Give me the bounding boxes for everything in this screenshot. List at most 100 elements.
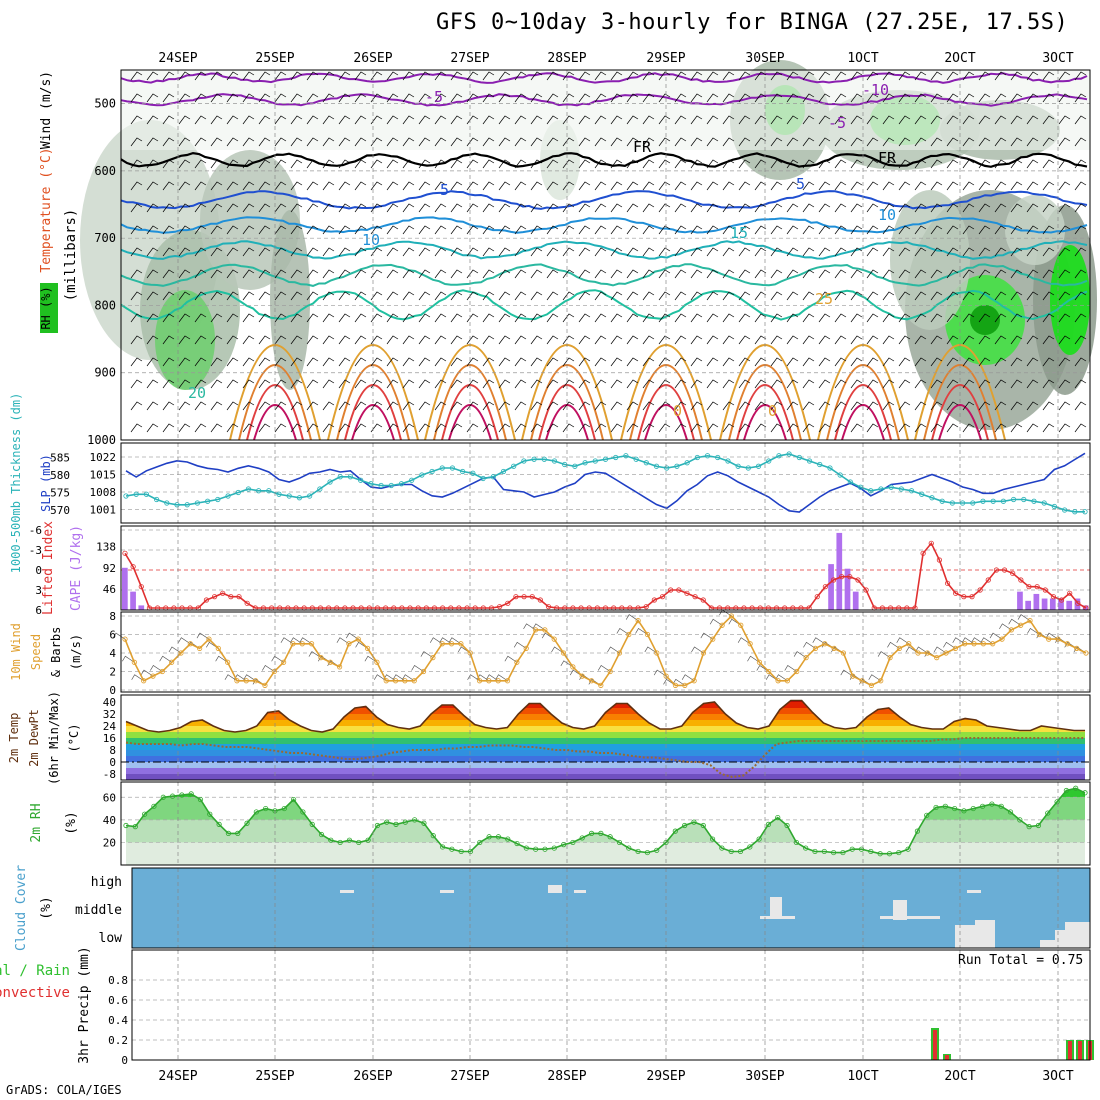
- contour-label: -5: [425, 88, 443, 106]
- date-label-top: 3OCT: [1042, 51, 1073, 66]
- p4-unit-label: (m/s): [69, 634, 83, 670]
- cloud-block: [340, 890, 354, 893]
- temp-band: [121, 750, 1090, 756]
- p8-tick: 0: [121, 1054, 128, 1067]
- date-label-bottom: 2OCT: [944, 1069, 975, 1084]
- cloud-block: [574, 890, 586, 893]
- cape-bar: [1034, 594, 1040, 610]
- p2-left-tick: 580: [50, 469, 70, 482]
- cloud-level-label: high: [91, 875, 122, 890]
- cloud-block: [967, 890, 981, 893]
- cloud-block: [975, 920, 995, 948]
- contour-label: 20: [188, 384, 206, 402]
- date-label-bottom: 25SEP: [255, 1069, 294, 1084]
- panel-frame: [121, 443, 1090, 523]
- temp-band: [121, 702, 1090, 708]
- cloud-block: [548, 885, 562, 893]
- p3-right-tick: 138: [96, 541, 116, 554]
- p2-right-tick: 1022: [90, 451, 117, 464]
- precip-convective-bar: [933, 1030, 937, 1060]
- p1-tick-label: 600: [94, 164, 116, 178]
- contour-label: 10: [362, 231, 380, 249]
- cloud-bg: [132, 868, 1090, 948]
- p1-wind-label: Wind (m/s): [39, 71, 54, 149]
- rh-shading: [970, 305, 1000, 335]
- date-label-bottom: 26SEP: [353, 1069, 392, 1084]
- cloud-block: [880, 916, 940, 919]
- contour-label: 5: [440, 181, 449, 199]
- cape-bar: [845, 569, 851, 610]
- date-label-bottom: 1OCT: [847, 1069, 878, 1084]
- p3-left-tick: -6: [29, 524, 42, 537]
- slp-panel: [121, 452, 1090, 514]
- p6-unit-label: (%): [64, 811, 79, 834]
- p4-barbs-label: & Barbs: [49, 627, 63, 678]
- precip-convective-bar: [945, 1055, 949, 1060]
- date-label-bottom: 24SEP: [158, 1069, 197, 1084]
- date-label-top: 30SEP: [745, 51, 784, 66]
- contour-label: 0: [768, 402, 777, 420]
- temp-band: [121, 756, 1090, 762]
- contour-label: -5: [828, 114, 846, 132]
- p3-li-label: Lifted Index: [41, 521, 56, 615]
- precip-convective-bar: [1078, 1041, 1082, 1060]
- precip-panel: [132, 980, 1094, 1060]
- p1-ylabel: (millibars): [63, 209, 79, 302]
- temp-bands: [121, 696, 1090, 780]
- cape-bar: [836, 533, 842, 610]
- p1-rh-label: RH (%): [39, 286, 53, 329]
- p4-tick: 2: [109, 666, 116, 679]
- p2-thickness-label: 1000-500mb Thickness (dm): [9, 393, 23, 574]
- p2-slp-label: SLP (mb): [39, 454, 53, 512]
- cape-bar: [853, 592, 859, 610]
- p2-left-tick: 570: [50, 504, 70, 517]
- p3-right-tick: 92: [103, 562, 116, 575]
- rh-band: [121, 820, 1090, 843]
- rh-shading: [890, 190, 970, 330]
- contour-label: 15: [730, 224, 748, 242]
- p8-tick: 0.2: [108, 1034, 128, 1047]
- contour-label: 10: [878, 206, 896, 224]
- date-label-top: 2OCT: [944, 51, 975, 66]
- wind-panel: [113, 610, 1090, 690]
- p4-tick: 6: [109, 629, 116, 642]
- p5-dewpt-label: 2m DewPt: [27, 709, 41, 767]
- p6-tick: 60: [103, 791, 116, 804]
- date-label-bottom: 30SEP: [745, 1069, 784, 1084]
- p5-minmax-label: (6hr Min/Max): [47, 691, 61, 785]
- cloud-panel: [132, 868, 1090, 948]
- contour-label: FR: [878, 149, 897, 167]
- date-label-top: 1OCT: [847, 51, 878, 66]
- cloud-block: [770, 897, 782, 919]
- p8-total-label: Total / Rain: [0, 963, 70, 979]
- contour-label: FR: [633, 138, 652, 156]
- run-total: Run Total = 0.75: [958, 953, 1083, 968]
- p5-temp-label: 2m Temp: [7, 713, 21, 764]
- p3-cape-label: CAPE (J/kg): [69, 525, 84, 611]
- p6-rh-label: 2m RH: [29, 803, 44, 842]
- p5-unit-label: (°C): [67, 724, 81, 753]
- p4-tick: 8: [109, 610, 116, 623]
- p4-speed-label: Speed: [29, 634, 43, 670]
- temp-band: [121, 768, 1090, 774]
- p1-tick-label: 1000: [87, 433, 116, 447]
- upper-air-panel: -10-5-5FRFR5 5101015202500: [80, 60, 1097, 440]
- temp-panel: [121, 696, 1090, 780]
- p3-left-tick: -3: [29, 544, 42, 557]
- temp-band: [121, 732, 1090, 738]
- cape-bar: [138, 605, 144, 610]
- rh-band: [121, 842, 1090, 865]
- p7-unit-label: (%): [39, 896, 54, 919]
- contour-label: 0: [673, 402, 682, 420]
- rh-shading: [270, 210, 310, 390]
- date-label-bottom: 27SEP: [450, 1069, 489, 1084]
- cape-bar: [1025, 601, 1031, 610]
- lifted-index-line: [125, 543, 1086, 608]
- p8-tick: 0.6: [108, 994, 128, 1007]
- date-label-bottom: 3OCT: [1042, 1069, 1073, 1084]
- p1-tick-label: 900: [94, 366, 116, 380]
- p4-tick: 4: [109, 647, 116, 660]
- cape-bar: [1017, 592, 1023, 610]
- temp-band: [121, 762, 1090, 768]
